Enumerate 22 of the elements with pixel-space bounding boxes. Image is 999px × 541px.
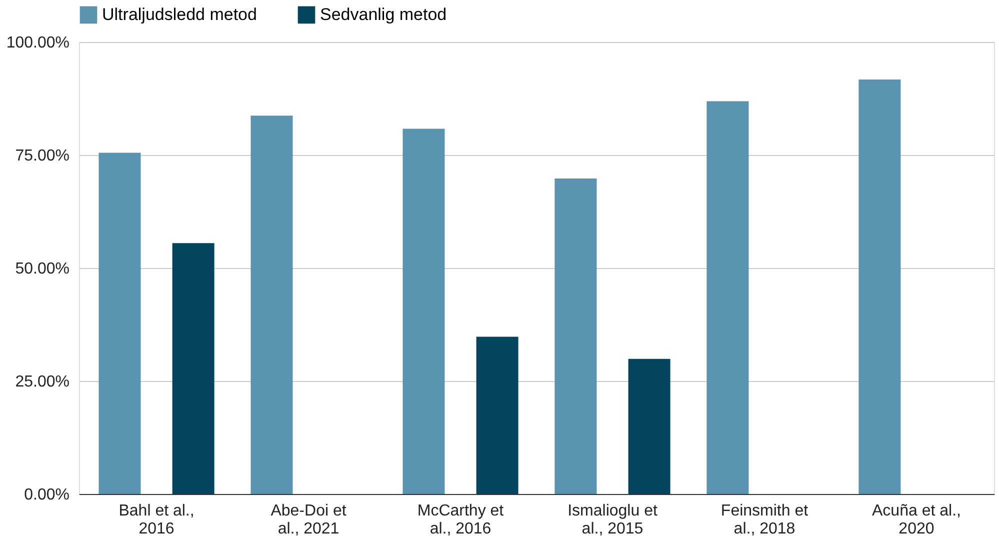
- y-tick-label: 0.00%: [24, 486, 70, 504]
- x-tick-label: Bahl et al., 2016: [118, 502, 194, 538]
- bar: [628, 358, 670, 494]
- bar: [706, 101, 749, 494]
- x-tick-label: Feinsmith et al., 2018: [720, 502, 809, 538]
- bar: [250, 116, 293, 494]
- bar: [476, 336, 518, 494]
- bar: [402, 128, 445, 494]
- bar: [98, 152, 141, 494]
- y-tick-label: 25.00%: [15, 374, 70, 390]
- y-tick-label: 100.00%: [6, 34, 70, 52]
- bar: [172, 243, 214, 494]
- bar: [554, 178, 597, 494]
- bar: [858, 80, 901, 494]
- legend-label: Sedvanlig metod: [320, 4, 447, 24]
- x-tick-label: McCarthy et al., 2016: [417, 502, 504, 538]
- y-tick-label: 75.00%: [15, 148, 70, 164]
- y-tick-label: 50.00%: [15, 260, 70, 278]
- x-tick-label: Abe-Doi et al., 2021: [270, 502, 347, 538]
- legend-label: Ultraljudsledd metod: [102, 4, 257, 24]
- x-tick-label: Acuña et al., 2020: [872, 502, 961, 538]
- x-tick-label: Ismalioglu et al., 2015: [568, 502, 658, 538]
